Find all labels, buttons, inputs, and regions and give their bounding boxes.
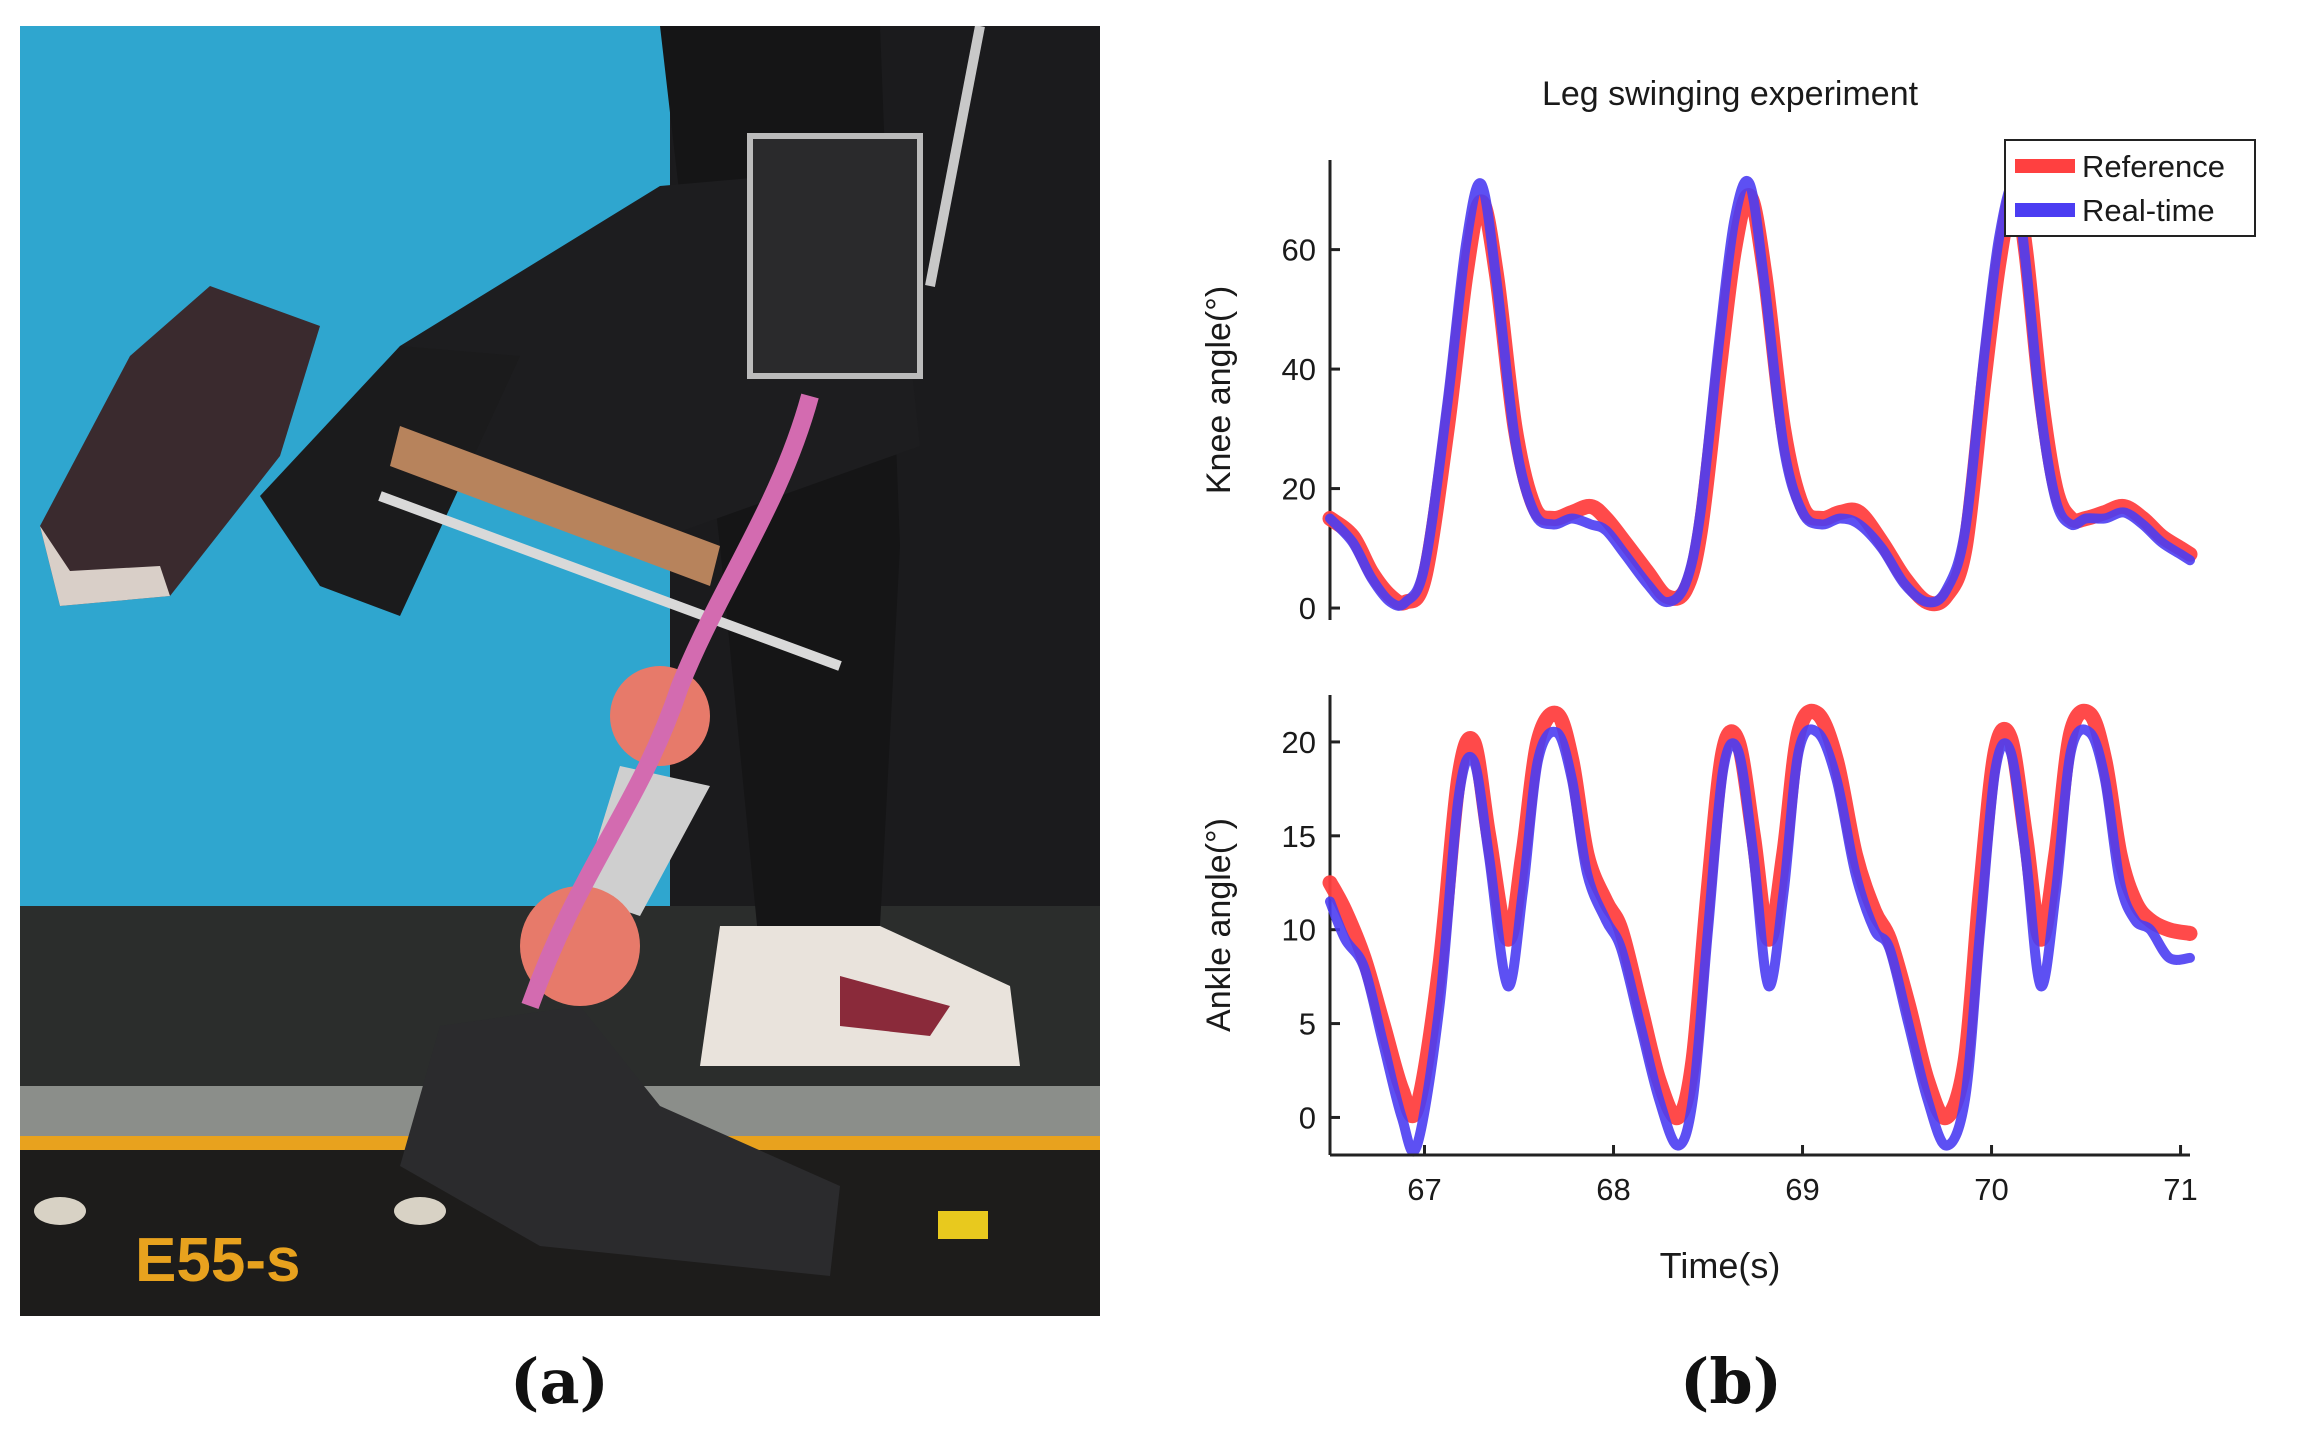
- y-axis-label: Ankle angle(°): [1200, 818, 1238, 1032]
- exo-shoe: [400, 1006, 840, 1276]
- swinging-shoe-sole: [40, 526, 170, 606]
- exo-shank-rod: [378, 491, 842, 671]
- swinging-shank: [260, 346, 520, 616]
- x-tick-label: 68: [1596, 1172, 1630, 1207]
- realtime-series-line-ankle: [1325, 724, 2195, 1157]
- legend-box: [2004, 139, 2256, 237]
- y-tick-label: 5: [1299, 1007, 1316, 1042]
- treadmill-foot-left: [34, 1197, 86, 1225]
- shared-x-axis: 67 68 69 70 71: [1330, 1145, 2198, 1207]
- chart-title: Leg swinging experiment: [1542, 75, 1919, 113]
- standing-shoe-accent: [840, 976, 950, 1036]
- y-tick-label: 20: [1282, 725, 1316, 760]
- panel-label-a: (a): [510, 1345, 609, 1418]
- exo-control-box: [747, 133, 923, 379]
- x-axis-label: Time(s): [1660, 1245, 1781, 1286]
- y-tick-label: 40: [1282, 352, 1316, 387]
- y-tick-label: 20: [1282, 472, 1316, 507]
- knee-ankle-chart: Leg swinging experiment 0 20 40 60 Knee angl…: [1200, 75, 2256, 1286]
- y-tick-label: 60: [1282, 233, 1316, 268]
- exoskeleton-photo: E55-s: [20, 26, 1100, 1316]
- legend-realtime-label: Real-time: [2082, 193, 2215, 228]
- exo-thigh-link: [390, 426, 720, 586]
- y-tick-label: 15: [1282, 819, 1316, 854]
- x-tick-label: 67: [1407, 1172, 1441, 1207]
- y-tick-label: 10: [1282, 913, 1316, 948]
- realtime-series-line-knee: [1325, 176, 2195, 611]
- exo-ribbon-cable: [521, 393, 819, 1010]
- y-tick-label: 0: [1299, 591, 1316, 626]
- panel-label-b: (b): [1680, 1345, 1783, 1418]
- x-tick-label: 69: [1785, 1172, 1819, 1207]
- swinging-shoe: [40, 286, 320, 606]
- ankle-subplot: 0 5 10 15 20 Ankle angle(°): [1200, 695, 2198, 1157]
- x-tick-label: 70: [1974, 1172, 2008, 1207]
- treadmill-brand-text: E55-s: [135, 1226, 300, 1295]
- y-axis-label: Knee angle(°): [1200, 286, 1238, 494]
- chart-legend: Reference Real-time: [2004, 139, 2256, 237]
- treadmill-sticker: [938, 1211, 988, 1239]
- legend-reference-label: Reference: [2082, 149, 2225, 184]
- knee-subplot: 0 20 40 60 Knee angle(°): [1200, 160, 2198, 626]
- x-tick-label: 71: [2163, 1172, 2197, 1207]
- treadmill-foot-right: [394, 1197, 446, 1225]
- exo-support-rod: [925, 26, 985, 287]
- exo-shank-frame: [580, 766, 710, 916]
- y-tick-label: 0: [1299, 1100, 1316, 1135]
